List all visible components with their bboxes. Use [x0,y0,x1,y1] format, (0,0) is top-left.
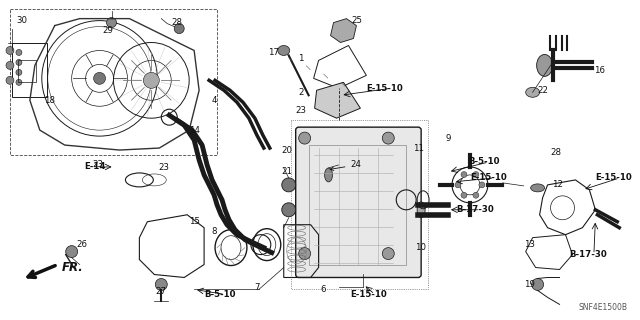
Circle shape [93,72,106,84]
FancyBboxPatch shape [296,127,421,277]
Polygon shape [330,19,356,43]
Circle shape [66,246,77,258]
Circle shape [461,172,467,178]
Circle shape [174,24,184,34]
Text: 23: 23 [159,164,170,172]
Circle shape [532,278,543,291]
Ellipse shape [278,45,290,55]
Circle shape [382,248,394,260]
Text: 12: 12 [552,180,563,189]
Text: B-5-10: B-5-10 [204,290,236,299]
Text: E-15-10: E-15-10 [351,290,387,299]
Text: 23: 23 [295,106,306,115]
Circle shape [6,46,14,54]
Ellipse shape [536,54,552,76]
Text: 6: 6 [321,285,326,294]
Text: 2: 2 [298,88,303,97]
Circle shape [299,248,310,260]
Ellipse shape [531,184,545,192]
Text: 17: 17 [268,48,279,57]
Text: 28: 28 [172,18,182,27]
Text: B-17-30: B-17-30 [570,250,607,259]
Circle shape [282,178,296,192]
Bar [12,43,47,97]
Text: 9: 9 [445,133,451,143]
Circle shape [16,50,22,55]
Text: 24: 24 [330,160,362,171]
Circle shape [16,69,22,76]
Text: 4: 4 [211,96,217,105]
Text: 30: 30 [17,16,28,25]
Text: E-15-10: E-15-10 [366,84,403,93]
Text: B-5-10: B-5-10 [468,157,499,166]
Text: B-17-30: B-17-30 [456,205,493,214]
Circle shape [473,172,479,178]
Ellipse shape [417,202,425,218]
Polygon shape [315,82,360,118]
Text: FR.: FR. [61,261,83,274]
Circle shape [282,203,296,217]
Text: 25: 25 [351,16,362,25]
Text: 10: 10 [415,243,426,252]
Text: 11: 11 [413,144,424,153]
Circle shape [6,76,14,84]
Text: 23: 23 [92,160,103,170]
Bar [18,60,36,82]
Circle shape [299,132,310,144]
Text: 21: 21 [281,167,292,176]
Text: 8: 8 [211,227,217,236]
Circle shape [461,192,467,198]
Text: 27: 27 [156,287,167,296]
Ellipse shape [525,87,540,97]
Text: 28: 28 [550,148,561,156]
Text: 14: 14 [189,126,200,135]
Text: 26: 26 [76,240,87,249]
Text: 22: 22 [537,86,548,95]
Ellipse shape [324,168,333,182]
Circle shape [156,278,167,291]
Circle shape [16,79,22,85]
Circle shape [143,72,159,88]
Text: 16: 16 [594,66,605,75]
Circle shape [382,132,394,144]
Text: E-15-10: E-15-10 [470,173,507,182]
Circle shape [6,61,14,69]
Text: SNF4E1500B: SNF4E1500B [578,303,627,312]
Circle shape [473,192,479,198]
Circle shape [455,182,461,188]
Circle shape [16,60,22,65]
Text: E-15-10: E-15-10 [595,173,632,182]
Bar [308,145,406,265]
Text: 13: 13 [524,240,535,249]
Circle shape [479,182,485,188]
Text: 20: 20 [281,146,292,155]
Text: 19: 19 [524,280,535,289]
Text: 7: 7 [254,283,260,292]
Text: 18: 18 [44,96,55,105]
Text: 1: 1 [298,54,303,63]
Text: 29: 29 [102,26,113,35]
Circle shape [106,18,116,28]
Text: 15: 15 [189,217,200,226]
Text: E-14: E-14 [84,163,106,172]
